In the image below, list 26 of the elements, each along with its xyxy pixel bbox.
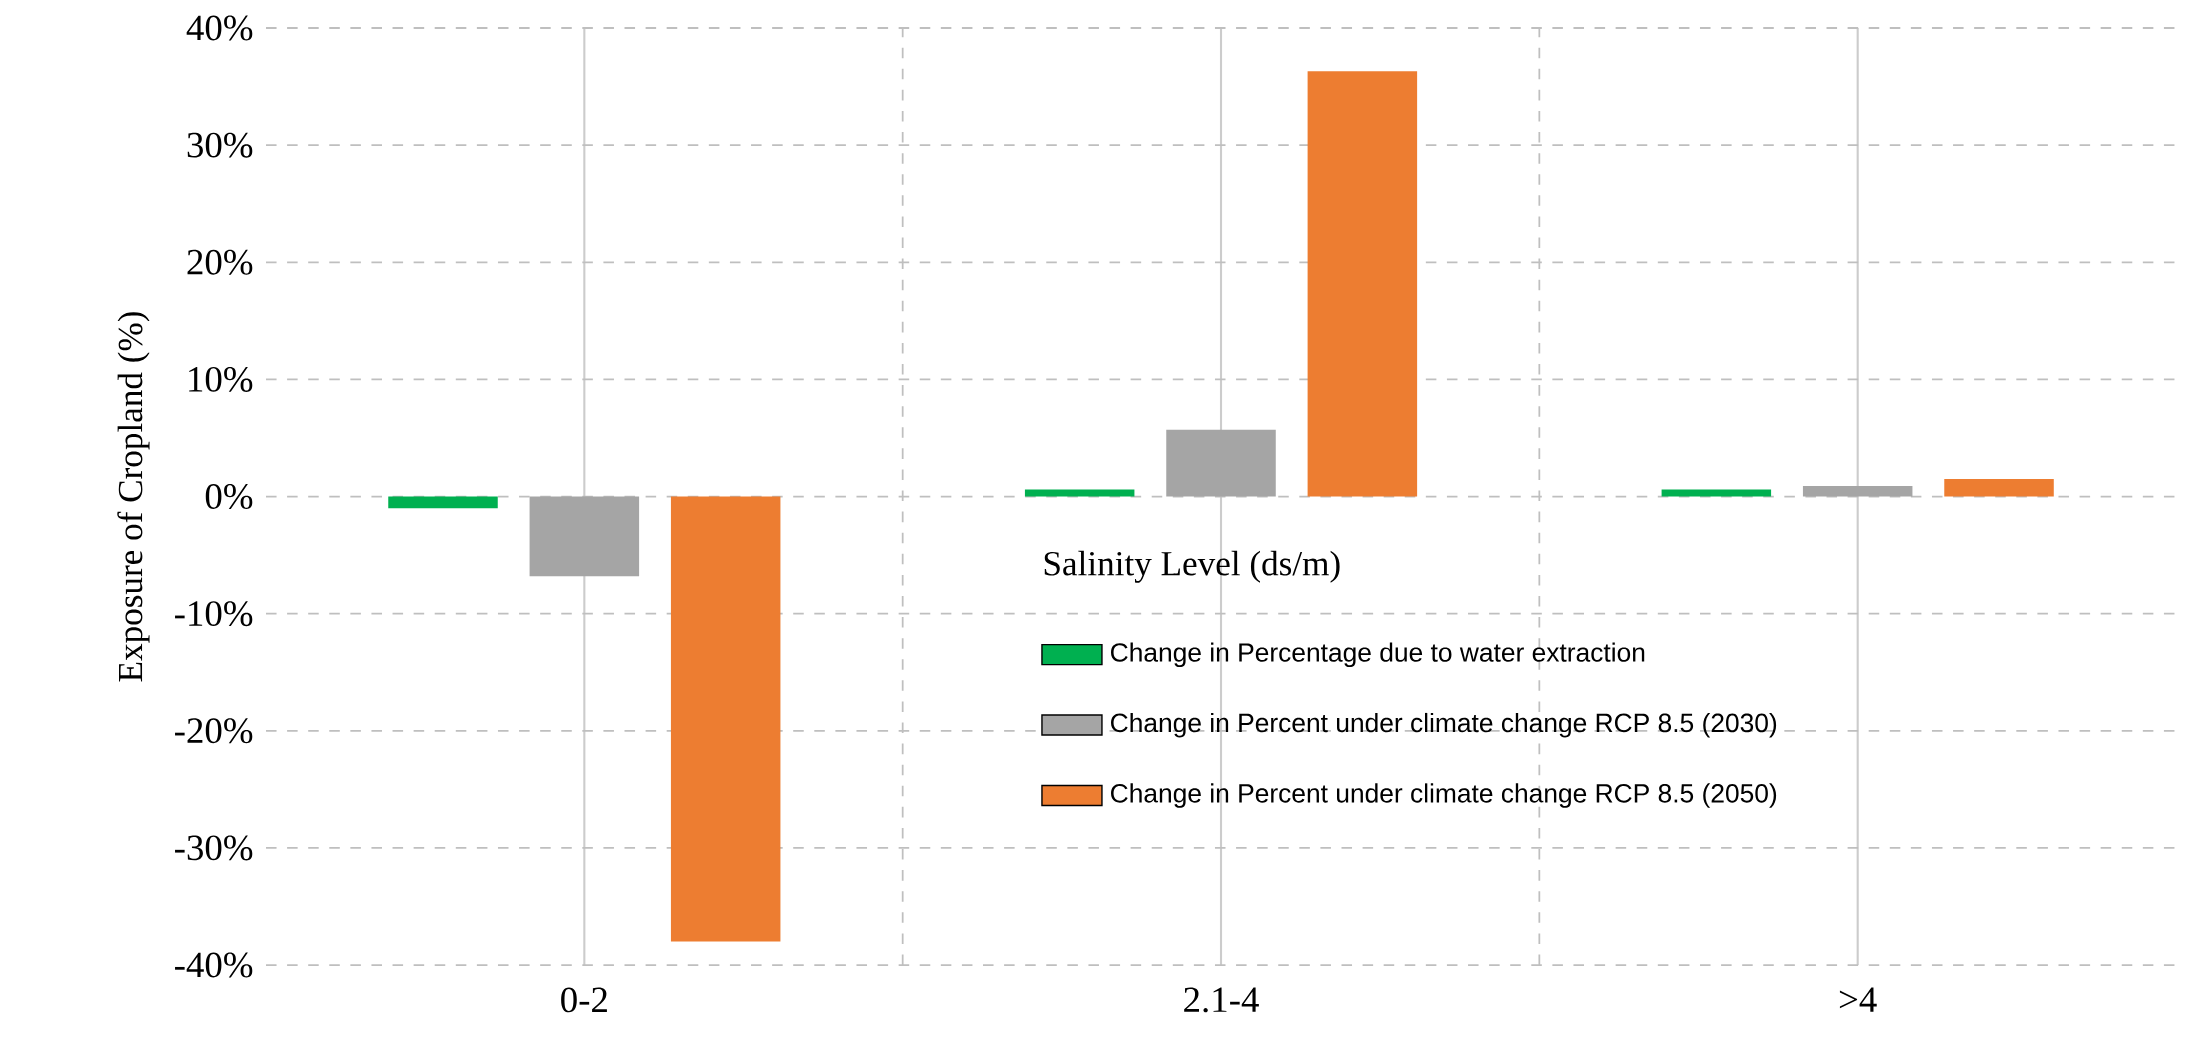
x-tick-label: 0-2	[561, 987, 607, 1013]
bar	[1307, 71, 1418, 497]
y-axis-title: Exposure of Cropland (%)	[117, 312, 150, 682]
bar	[529, 496, 640, 577]
y-tick-label: 0%	[205, 484, 253, 510]
bar	[1661, 489, 1772, 497]
y-tick-label: 30%	[187, 132, 253, 158]
bar	[1166, 429, 1276, 497]
y-tick-label: -30%	[175, 835, 253, 861]
legend-label: Change in Percent under climate change RCP 8.5 (2030)	[1111, 712, 1777, 738]
y-tick-label: 10%	[189, 366, 253, 392]
x-axis-title: Salinity Level (ds/m)	[1044, 550, 1340, 583]
y-tick-label: 20%	[187, 249, 253, 275]
legend-label: Change in Percentage due to water extraction	[1111, 642, 1645, 668]
legend-label: Change in Percent under climate change RCP 8.5 (2050)	[1111, 783, 1777, 808]
bar	[1802, 485, 1913, 497]
y-tick-label: -20%	[175, 718, 253, 744]
bar	[670, 496, 781, 942]
bar	[1024, 489, 1135, 497]
y-tick-label: 40%	[186, 15, 253, 41]
y-tick-label: -40%	[175, 952, 253, 978]
y-tick-label: -10%	[175, 601, 253, 627]
bar	[388, 496, 498, 509]
bar	[1944, 478, 2054, 497]
x-tick-label: 2.1-4	[1184, 987, 1259, 1013]
x-tick-label: >4	[1839, 987, 1877, 1012]
